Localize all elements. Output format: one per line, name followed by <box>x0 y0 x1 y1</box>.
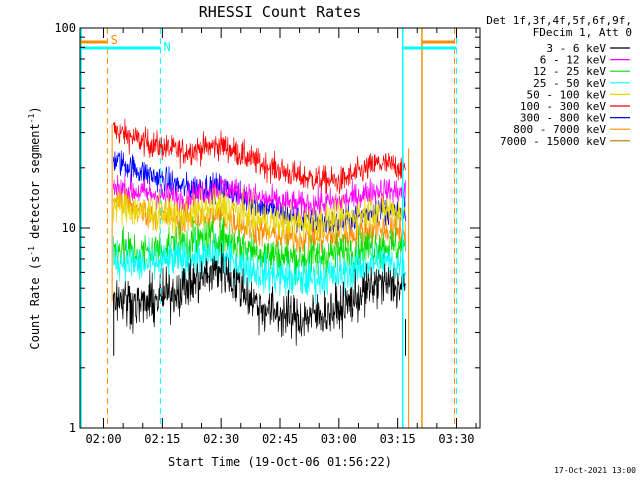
series-line-2 <box>112 173 406 222</box>
timestamp: 17-Oct-2021 13:00 <box>554 466 636 475</box>
y-axis-label: Count Rate (s-1 detector segment-1) <box>27 106 42 349</box>
legend-entry-label: 100 - 300 keV <box>520 100 606 113</box>
series-line-4 <box>112 187 406 243</box>
x-tick-label: 03:00 <box>321 432 357 446</box>
axis-ticks: 02:00 02:15 02:30 02:45 03:00 03:15 03:30 1 10 10… <box>54 21 480 446</box>
chart-title: RHESSI Count Rates <box>199 3 362 21</box>
legend: Det 1f,3f,4f,5f,6f,9f,FDecim 1, Att 0 3 -… <box>486 14 632 148</box>
y-tick-label: 1 <box>69 421 76 435</box>
legend-entry-label: 7000 - 15000 keV <box>500 135 606 148</box>
legend-entry-label: 300 - 800 keV <box>520 112 606 125</box>
legend-entry-label: 800 - 7000 keV <box>513 123 606 136</box>
legend-entry-label: 12 - 25 keV <box>533 65 606 78</box>
x-tick-label: 02:00 <box>85 432 121 446</box>
s-marker-label: S <box>111 33 118 47</box>
x-axis-label: Start Time (19-Oct-06 01:56:22) <box>168 455 392 469</box>
x-tick-label: 02:45 <box>262 432 298 446</box>
y-tick-label: 10 <box>62 221 76 235</box>
y-tick-label: 100 <box>54 21 76 35</box>
series-line-6 <box>112 233 406 304</box>
x-tick-label: 03:15 <box>380 432 416 446</box>
series-line-7 <box>112 243 406 346</box>
legend-entry-label: 3 - 6 keV <box>546 42 606 55</box>
series-layer <box>112 118 406 356</box>
legend-entry-label: 25 - 50 keV <box>533 77 606 90</box>
x-tick-label: 03:30 <box>438 432 474 446</box>
legend-header-line: Det 1f,3f,4f,5f,6f,9f, <box>486 14 632 27</box>
x-tick-label: 02:15 <box>144 432 180 446</box>
n-marker-label: N <box>164 40 171 54</box>
x-tick-label: 02:30 <box>203 432 239 446</box>
legend-header-line: FDecim 1, Att 0 <box>533 26 632 39</box>
series-line-0 <box>112 118 406 195</box>
legend-entry-label: 6 - 12 keV <box>540 54 607 67</box>
legend-entry-label: 50 - 100 keV <box>527 88 607 101</box>
